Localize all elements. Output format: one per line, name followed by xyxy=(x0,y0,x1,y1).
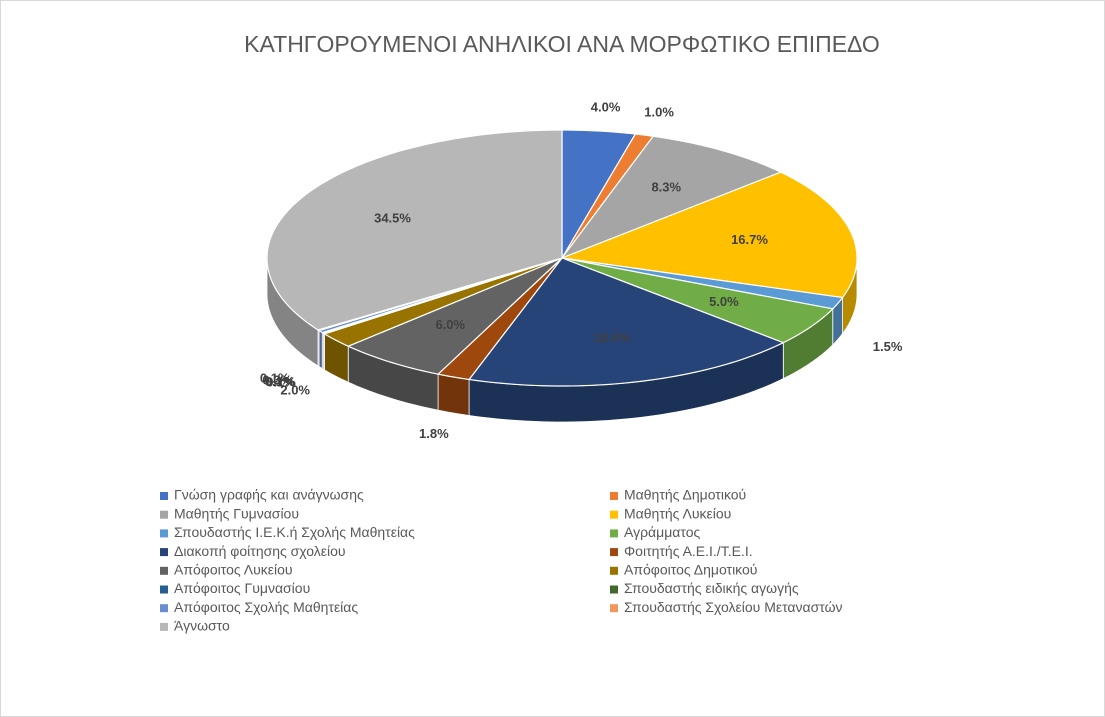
legend-label: Απόφοιτος Σχολής Μαθητείας xyxy=(174,599,358,615)
data-label: 0.1% xyxy=(265,374,295,389)
data-label: 6.0% xyxy=(435,317,465,332)
data-label: 5.0% xyxy=(709,294,739,309)
legend-label: Διακοπή φοίτησης σχολείου xyxy=(174,543,346,559)
legend-swatch xyxy=(610,529,618,538)
data-labels: 4.0% 1.0% 8.3% 16.7% 1.5% 5.0% 18.6% 1.8% 6.0% 2.… xyxy=(260,100,903,441)
data-label: 16.7% xyxy=(731,232,768,247)
slice-side xyxy=(437,373,470,416)
legend: Γνώση γραφής και ανάγνωσης Μαθητής Δημοτι… xyxy=(160,487,843,634)
pie-slice xyxy=(266,129,563,331)
legend-swatch xyxy=(610,566,618,575)
pie-slice xyxy=(346,257,563,375)
legend-label: Σπουδαστής Ι.Ε.Κ.ή Σχολής Μαθητείας xyxy=(174,524,415,540)
legend-swatch xyxy=(610,510,618,519)
data-label: 1.8% xyxy=(419,426,449,441)
pie-slice xyxy=(561,257,834,344)
legend-label: Γνώση γραφής και ανάγνωσης xyxy=(174,487,364,503)
legend-swatch xyxy=(160,529,168,538)
legend-swatch xyxy=(160,622,168,631)
data-label: 2.0% xyxy=(280,382,310,397)
legend-label: Μαθητής Λυκείου xyxy=(624,505,731,521)
pie-slice xyxy=(559,171,858,299)
pie-sides xyxy=(266,257,858,423)
legend-label: Φοιτητής Α.Ε.Ι./Τ.Ε.Ι. xyxy=(624,543,753,559)
pie-slice xyxy=(436,257,563,381)
legend-swatch xyxy=(160,604,168,613)
legend-label: Απόφοιτος Γυμνασίου xyxy=(174,580,310,596)
chart-title: ΚΑΤΗΓΟΡΟΥΜΕΝΟΙ ΑΝΗΛΙΚΟΙ ΑΝΑ ΜΟΡΦΩΤΙΚΟ ΕΠ… xyxy=(244,31,880,57)
data-label: 0.1% xyxy=(260,371,290,386)
slice-side xyxy=(318,329,323,370)
data-label: 18.6% xyxy=(594,330,631,345)
data-label: 0.1% xyxy=(266,375,296,390)
legend-swatch xyxy=(610,492,618,500)
legend-swatch xyxy=(160,566,168,575)
legend-swatch xyxy=(160,492,168,500)
pie-tops xyxy=(266,129,858,387)
data-label: 4.0% xyxy=(591,100,621,115)
legend-label: Μαθητής Δημοτικού xyxy=(624,487,746,503)
pie-slice xyxy=(322,257,563,347)
legend-swatch xyxy=(160,585,168,594)
data-label: 34.5% xyxy=(374,211,411,226)
legend-label: Απόφοιτος Λυκείου xyxy=(174,562,293,578)
data-label: 1.5% xyxy=(873,339,903,354)
data-label: 8.3% xyxy=(651,180,681,195)
pie-slice xyxy=(560,135,783,260)
legend-swatch xyxy=(610,604,618,613)
legend-swatch xyxy=(610,585,618,594)
legend-label: Αγράμματος xyxy=(624,524,700,540)
data-label: 0.3% xyxy=(262,372,292,387)
legend-swatch xyxy=(160,510,168,519)
legend-swatch xyxy=(610,548,618,557)
pie-slice xyxy=(467,257,785,387)
data-label: 1.0% xyxy=(644,104,674,119)
legend-label: Μαθητής Γυμνασίου xyxy=(174,505,299,521)
legend-label: Απόφοιτος Δημοτικού xyxy=(624,562,757,578)
legend-swatch xyxy=(160,548,168,557)
legend-label: Άγνωστο xyxy=(174,618,230,634)
legend-label: Σπουδαστής ειδικής αγωγής xyxy=(624,580,799,596)
legend-label: Σπουδαστής Σχολείου Μεταναστών xyxy=(624,599,843,615)
